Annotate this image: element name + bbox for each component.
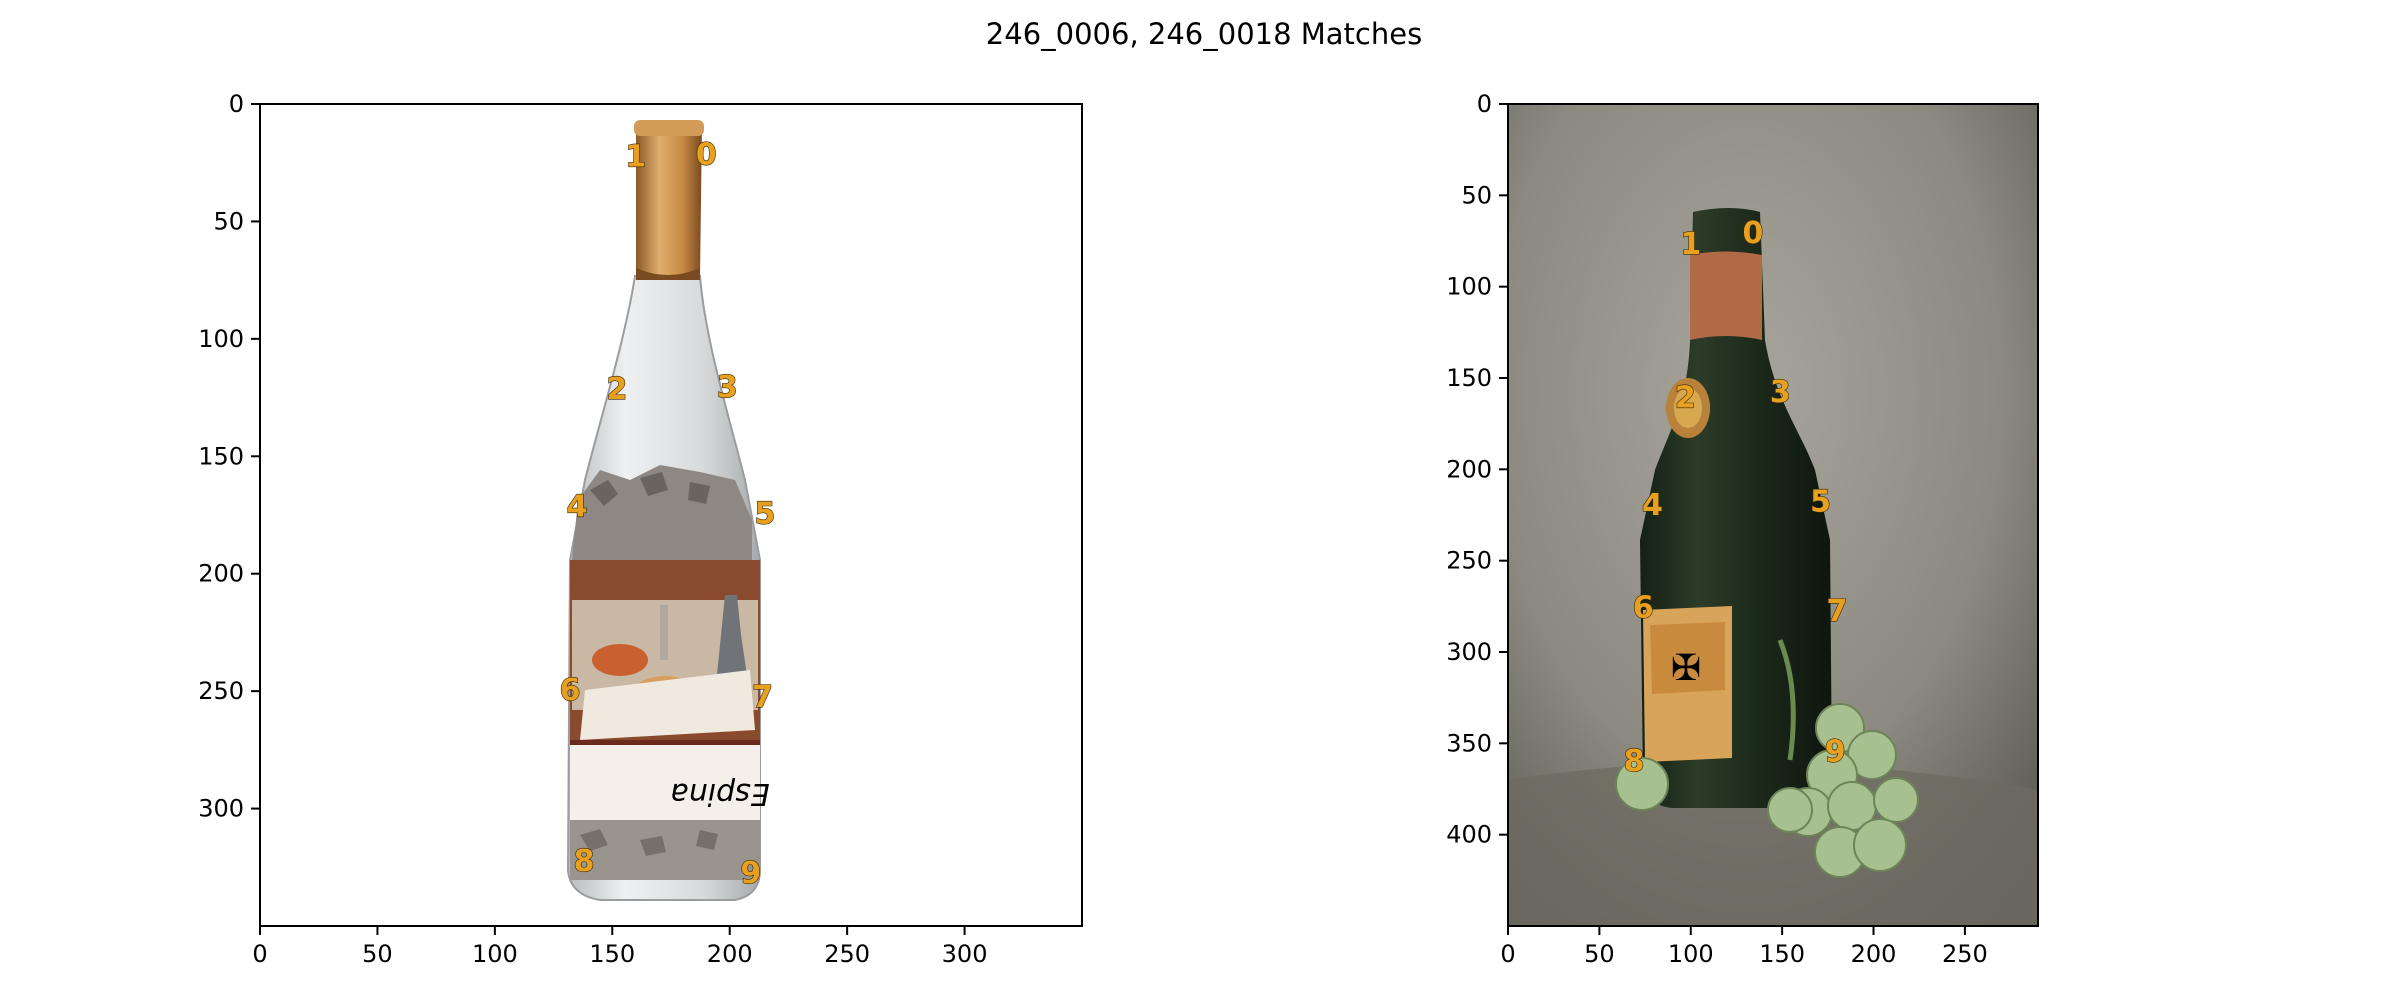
y-tick-label: 400 [1446,821,1492,849]
y-tick-label: 50 [213,207,244,235]
y-tick-label: 300 [198,795,244,823]
x-tick-label: 150 [1759,940,1805,968]
keypoint-label: 4 [1642,488,1663,523]
y-tick-label: 250 [198,677,244,705]
y-tick-label: 0 [1477,90,1492,118]
keypoint-label: 3 [717,370,738,405]
x-tick-label: 150 [589,940,635,968]
keypoint-label: 4 [567,490,588,525]
y-tick-label: 200 [198,560,244,588]
y-tick-label: 0 [229,90,244,118]
keypoint-label: 8 [574,844,595,879]
y-tick-label: 350 [1446,729,1492,757]
y-tick-label: 100 [1446,273,1492,301]
x-tick-label: 200 [707,940,753,968]
x-tick-label: 0 [1500,940,1515,968]
y-tick-label: 100 [198,325,244,353]
right-axes-frame [1507,103,2039,927]
keypoint-label: 9 [1825,735,1846,770]
x-tick-label: 250 [1942,940,1988,968]
keypoint-label: 5 [755,497,776,532]
keypoint-label: 2 [1675,380,1696,415]
keypoint-label: 6 [560,673,581,708]
keypoint-label: 7 [752,680,773,715]
x-tick-label: 250 [824,940,870,968]
left-image: Espina [260,104,1082,926]
keypoint-label: 0 [1742,216,1763,251]
x-tick-label: 200 [1851,940,1897,968]
right-image: ✠ [1508,104,2038,926]
right-keypoints: 0 1 2 3 4 5 6 7 8 9 [1623,215,1848,779]
right-axes: ✠ 0 50 100 150 200 25005010015020025030035040… [1446,90,2039,968]
keypoint-label: 1 [1680,227,1701,262]
keypoint-label: 0 [696,137,717,172]
figure-title: 246_0006, 246_0018 Matches [986,17,1422,51]
keypoint-label: 2 [607,372,628,407]
keypoint-label: 3 [1770,375,1791,410]
x-tick-label: 0 [252,940,267,968]
svg-text:✠: ✠ [1671,648,1701,689]
y-tick-label: 150 [1446,364,1492,392]
y-tick-label: 300 [1446,638,1492,666]
y-tick-label: 50 [1461,181,1492,209]
x-tick-label: 100 [1668,940,1714,968]
y-tick-label: 200 [1446,455,1492,483]
svg-text:Espina: Espina [670,776,769,811]
x-tick-label: 300 [942,940,988,968]
keypoint-label: 8 [1624,744,1645,779]
keypoint-label: 5 [1810,484,1831,519]
y-tick-label: 250 [1446,547,1492,575]
x-tick-label: 100 [472,940,518,968]
keypoint-label: 6 [1633,590,1654,625]
left-axes: Espina 0 50 100 150 200 250 300050100150200250… [198,90,1083,968]
y-tick-label: 150 [198,442,244,470]
keypoint-label: 7 [1827,594,1848,629]
x-tick-label: 50 [362,940,393,968]
keypoint-label: 9 [740,856,761,891]
left-axes-frame [259,103,1083,927]
x-tick-label: 50 [1584,940,1615,968]
keypoint-label: 1 [625,140,646,175]
left-keypoints: 0 1 2 3 4 5 6 7 8 9 [559,137,776,892]
